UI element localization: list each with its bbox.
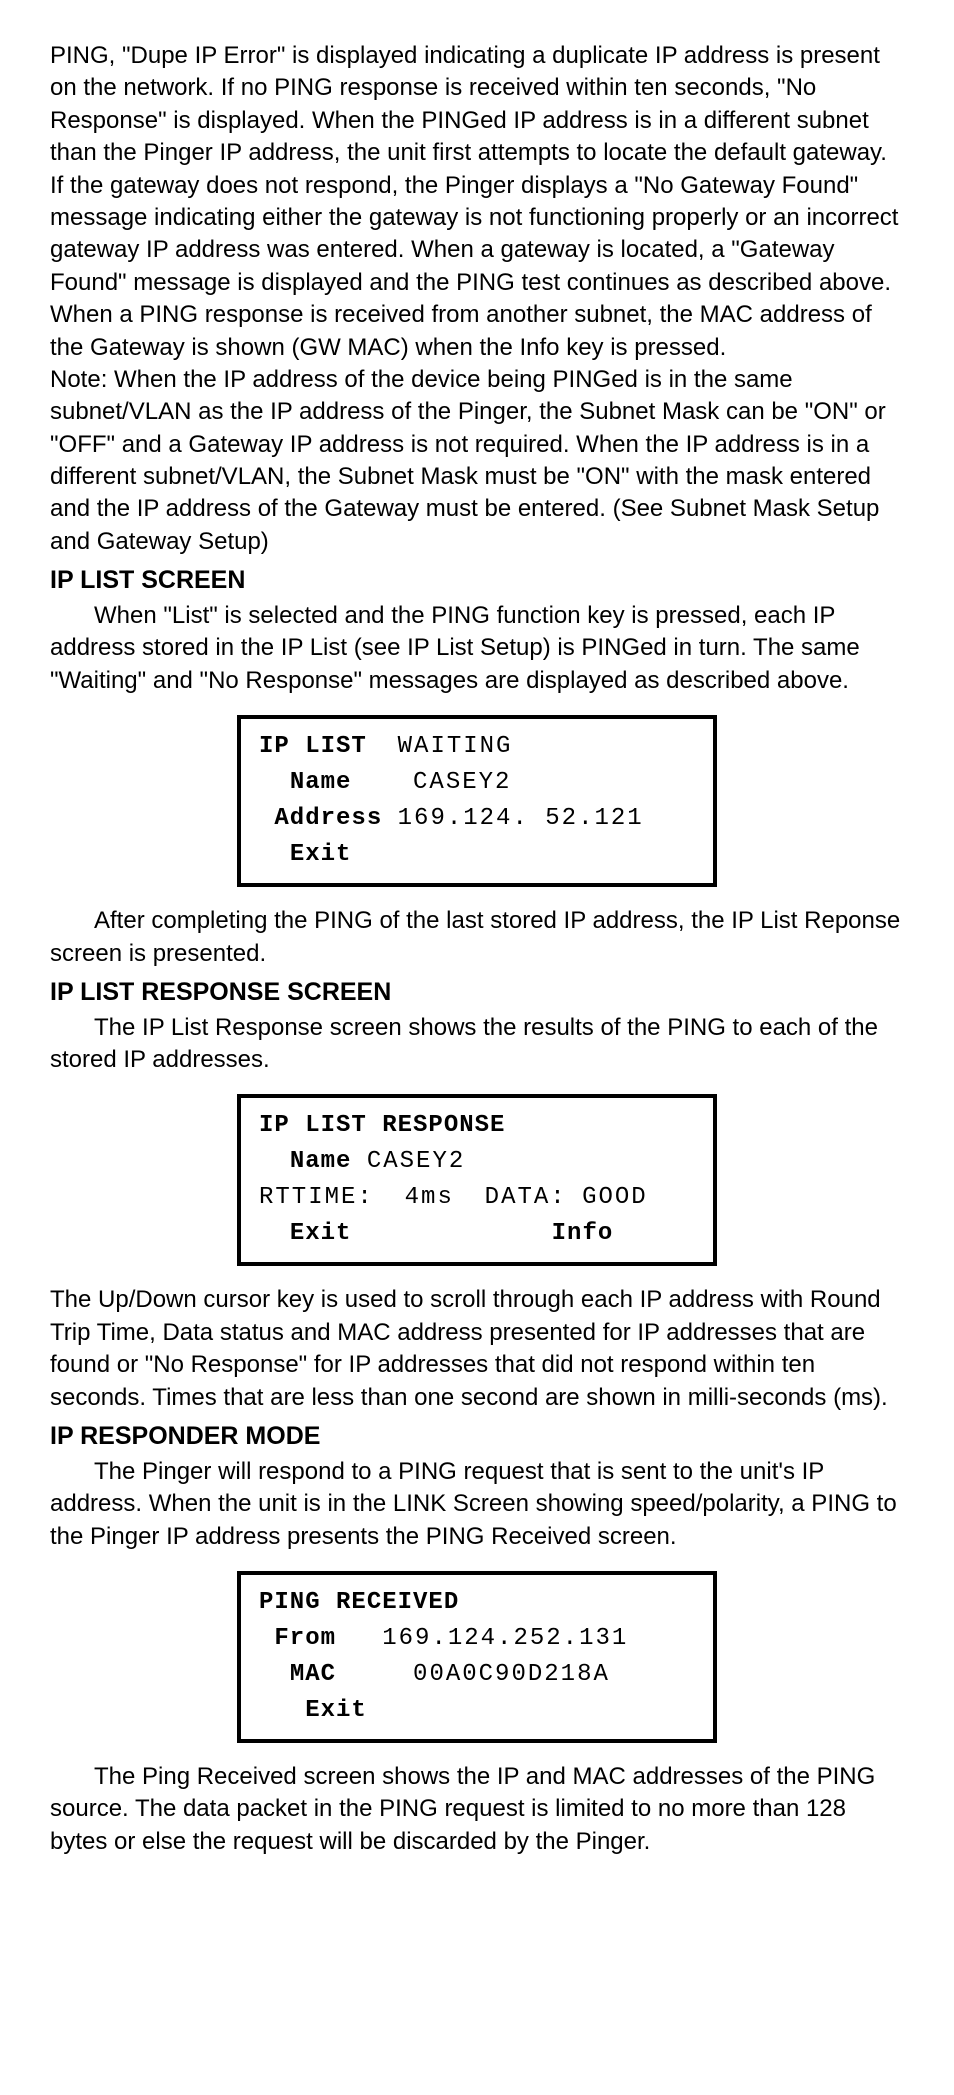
lcd2-name-label: Name	[290, 1148, 352, 1175]
lcd3-from-value: 169.124.252.131	[382, 1625, 628, 1652]
lcd3-exit: Exit	[305, 1697, 367, 1724]
intro-paragraph-2: Note: When the IP address of the device …	[50, 364, 904, 558]
lcd1-addr-label: Address	[274, 805, 382, 832]
lcd3-from-label: From	[274, 1625, 336, 1652]
lcd3-title: PING RECEIVED	[259, 1589, 459, 1616]
lcd2-data-value: GOOD	[582, 1184, 648, 1211]
heading-ip-responder-mode: IP RESPONDER MODE	[50, 1420, 904, 1454]
lcd3-mac-value: 00A0C90D218A	[413, 1661, 610, 1688]
lcd1-status: WAITING	[398, 733, 513, 760]
ip-responder-paragraph: The Pinger will respond to a PING reques…	[50, 1456, 904, 1553]
ip-list-after-paragraph: After completing the PING of the last st…	[50, 905, 904, 970]
lcd1-exit: Exit	[290, 841, 352, 868]
intro-paragraph-1: PING, "Dupe IP Error" is displayed indic…	[50, 40, 904, 364]
lcd2-info: Info	[552, 1220, 614, 1247]
heading-ip-list-screen: IP LIST SCREEN	[50, 564, 904, 598]
ping-received-paragraph: The Ping Received screen shows the IP an…	[50, 1761, 904, 1858]
heading-ip-list-response: IP LIST RESPONSE SCREEN	[50, 976, 904, 1010]
lcd-ip-list-response: IP LIST RESPONSE Name CASEY2 RTTIME: 4ms…	[237, 1094, 717, 1266]
lcd2-title: IP LIST RESPONSE	[259, 1112, 505, 1139]
ip-list-screen-paragraph: When "List" is selected and the PING fun…	[50, 600, 904, 697]
lcd2-exit: Exit	[290, 1220, 352, 1247]
lcd1-title: IP LIST	[259, 733, 367, 760]
lcd1-name-label: Name	[290, 769, 352, 796]
lcd-ip-list: IP LIST WAITING Name CASEY2 Address 169.…	[237, 715, 717, 887]
lcd2-rt-label: RTTIME:	[259, 1184, 374, 1211]
lcd-ping-received: PING RECEIVED From 169.124.252.131 MAC 0…	[237, 1571, 717, 1743]
lcd2-rt-value: 4ms	[405, 1184, 454, 1211]
lcd2-data-label: DATA:	[485, 1184, 567, 1211]
lcd2-name-value: CASEY2	[367, 1148, 465, 1175]
ip-list-response-paragraph: The IP List Response screen shows the re…	[50, 1012, 904, 1077]
lcd3-mac-label: MAC	[290, 1661, 336, 1688]
lcd1-addr-value: 169.124. 52.121	[398, 805, 644, 832]
lcd1-name-value: CASEY2	[413, 769, 511, 796]
ip-list-response-detail-paragraph: The Up/Down cursor key is used to scroll…	[50, 1284, 904, 1414]
